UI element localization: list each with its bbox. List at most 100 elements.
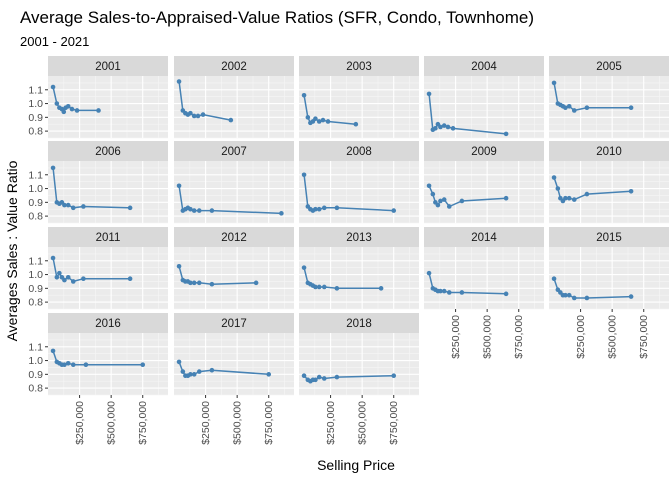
data-point: [321, 205, 327, 211]
data-point: [584, 295, 590, 301]
facet-strip: [48, 313, 168, 333]
data-point: [503, 131, 509, 137]
data-point: [188, 206, 193, 212]
data-point: [446, 290, 452, 295]
data-point: [65, 104, 71, 109]
data-point: [50, 348, 56, 354]
data-point: [81, 204, 86, 209]
data-point: [435, 202, 441, 208]
data-point: [378, 286, 384, 291]
facet-panel-2003: 2003: [299, 56, 419, 139]
data-point: [321, 284, 327, 290]
facet-strip: [48, 227, 168, 247]
data-point: [301, 172, 307, 178]
x-tick-label: $500,000: [482, 315, 494, 359]
x-axes: $250,000 $500,000 $750,000 $250,000 $500,000…: [74, 309, 650, 445]
chart-title: Average Sales-to-Appraised-Value Ratios …: [20, 8, 534, 27]
facet-strip-label: 2015: [596, 232, 622, 244]
data-point: [50, 84, 56, 90]
data-point: [316, 119, 322, 124]
data-point: [70, 205, 76, 211]
data-point: [426, 91, 432, 97]
x-tick-label: $750,000: [263, 401, 275, 445]
data-point: [266, 372, 272, 377]
data-point: [209, 367, 215, 373]
data-point: [459, 198, 465, 204]
data-point: [503, 291, 509, 297]
data-point: [140, 362, 146, 367]
data-point: [446, 204, 452, 209]
data-point: [313, 377, 318, 383]
y-tick-label: 0.9: [28, 197, 43, 209]
data-point: [353, 121, 359, 127]
data-point: [555, 186, 561, 191]
facet-strip-label: 2005: [596, 61, 622, 73]
facet-panel-2014: 2014: [424, 227, 544, 310]
data-point: [50, 165, 56, 171]
facet-strip-label: 2006: [95, 146, 121, 158]
x-tick-label: $750,000: [388, 401, 400, 445]
y-tick-label: 1.1: [28, 84, 43, 96]
x-tick-label: $250,000: [74, 401, 86, 445]
data-point: [441, 123, 447, 128]
data-point: [61, 109, 67, 115]
data-point: [127, 276, 133, 281]
y-tick-label: 1.0: [28, 183, 43, 195]
facet-panel-2011: 2011: [48, 227, 168, 310]
data-point: [551, 175, 557, 180]
facet-panel-2018: 2018: [299, 313, 419, 396]
data-point: [81, 276, 86, 281]
facet-strip: [299, 141, 419, 161]
data-point: [65, 361, 71, 366]
data-point: [196, 208, 202, 213]
data-point: [334, 374, 340, 380]
x-tick-label: $500,000: [232, 401, 244, 445]
data-point: [209, 208, 215, 213]
data-point: [279, 211, 284, 216]
panel-background: [174, 76, 294, 138]
x-tick-label: $750,000: [513, 315, 525, 359]
facet-strip-label: 2011: [96, 232, 121, 244]
data-point: [551, 276, 557, 281]
data-point: [450, 126, 456, 131]
data-point: [571, 197, 577, 202]
y-tick-label: 1.1: [28, 255, 43, 267]
x-axis-label: Selling Price: [317, 457, 395, 473]
data-point: [563, 195, 568, 201]
facet-strip: [299, 56, 419, 76]
panel-background: [174, 333, 294, 395]
facet-strip-label: 2003: [346, 61, 372, 73]
data-point: [334, 205, 340, 211]
panel-background: [424, 76, 544, 138]
data-point: [301, 265, 307, 270]
data-point: [253, 280, 259, 286]
facet-panels: 2001 2002 2003 2004 2005 2006 2007 2008 2009 2010…: [48, 56, 669, 396]
data-point: [571, 108, 577, 113]
data-point: [176, 183, 182, 189]
y-tick-label: 1.1: [28, 169, 43, 181]
facet-panel-2013: 2013: [299, 227, 419, 310]
data-point: [313, 206, 318, 212]
data-point: [301, 373, 307, 379]
y-tick-label: 0.9: [28, 112, 43, 124]
panel-background: [299, 161, 419, 223]
facet-panel-2007: 2007: [174, 141, 294, 224]
data-point: [188, 372, 193, 377]
facet-panel-2006: 2006: [48, 141, 168, 224]
x-tick-label: $250,000: [575, 315, 587, 359]
data-point: [391, 208, 397, 213]
data-point: [65, 275, 71, 280]
facet-strip: [48, 56, 168, 76]
y-tick-label: 0.9: [28, 369, 43, 381]
data-point: [54, 101, 60, 106]
facet-panel-2010: 2010: [549, 141, 669, 224]
facet-strip: [424, 227, 544, 247]
data-point: [62, 202, 67, 208]
panel-background: [48, 161, 168, 223]
facet-strip-label: 2012: [221, 232, 247, 244]
facet-strip-label: 2016: [95, 318, 121, 330]
data-point: [176, 79, 182, 84]
data-point: [180, 369, 186, 374]
data-point: [200, 112, 206, 117]
